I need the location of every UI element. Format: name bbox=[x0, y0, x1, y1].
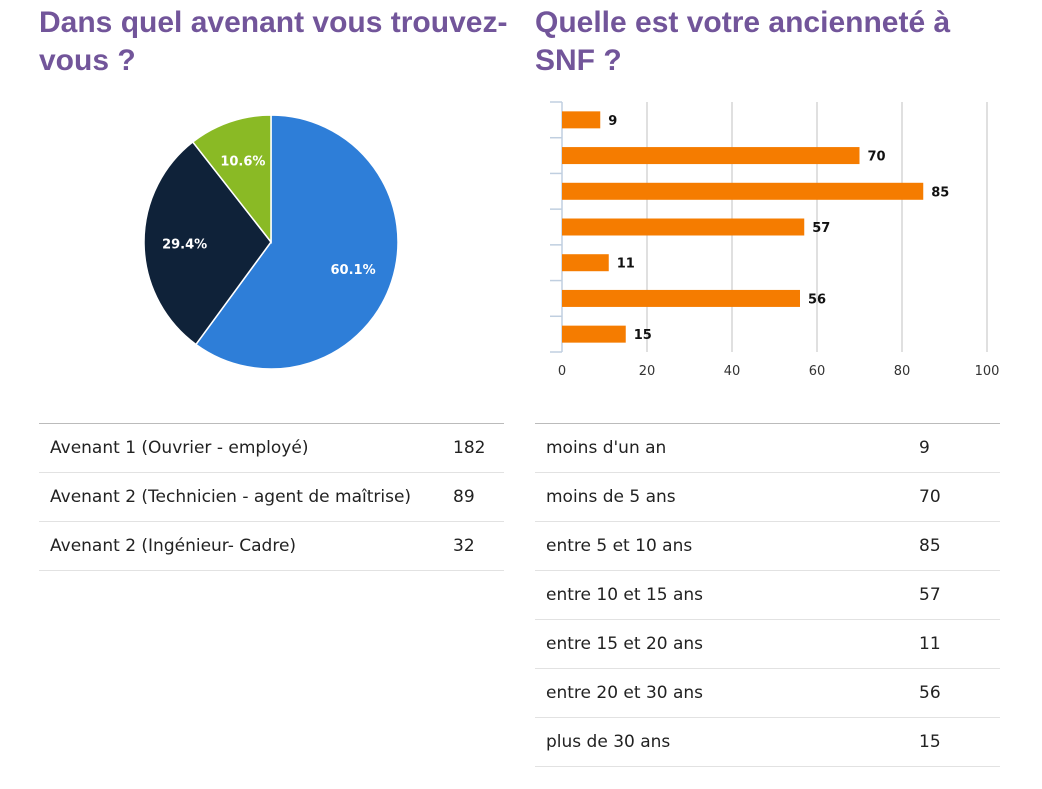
bar-value-label: 57 bbox=[812, 221, 830, 236]
bar bbox=[562, 147, 860, 165]
bar-value-label: 56 bbox=[808, 292, 826, 307]
table-row: Avenant 2 (Technicien - agent de maîtris… bbox=[39, 472, 504, 522]
avenant-table: Avenant 1 (Ouvrier - employé) 182 Avenant … bbox=[39, 423, 504, 571]
cell-label: Avenant 1 (Ouvrier - employé) bbox=[39, 423, 442, 473]
pie-slice-label: 60.1% bbox=[331, 263, 376, 278]
cell-value: 70 bbox=[908, 472, 1000, 522]
cell-value: 85 bbox=[908, 521, 1000, 571]
cell-label: plus de 30 ans bbox=[535, 717, 908, 767]
x-tick-label: 20 bbox=[639, 364, 656, 379]
x-tick-label: 0 bbox=[558, 364, 566, 379]
table-row: Avenant 2 (Ingénieur- Cadre) 32 bbox=[39, 521, 504, 571]
table-row: entre 5 et 10 ans 85 bbox=[535, 521, 1000, 571]
pie-slice-label: 29.4% bbox=[162, 237, 207, 252]
x-tick-label: 80 bbox=[894, 364, 911, 379]
table-row: plus de 30 ans 15 bbox=[535, 717, 1000, 767]
cell-label: entre 15 et 20 ans bbox=[535, 619, 908, 669]
pie-chart-title: Dans quel avenant vous trouvez-vous ? bbox=[39, 6, 508, 77]
table-row: moins de 5 ans 70 bbox=[535, 472, 1000, 522]
cell-value: 11 bbox=[908, 619, 1000, 669]
bar-value-label: 11 bbox=[617, 257, 635, 272]
cell-label: moins de 5 ans bbox=[535, 472, 908, 522]
x-tick-label: 60 bbox=[809, 364, 826, 379]
cell-label: Avenant 2 (Ingénieur- Cadre) bbox=[39, 521, 442, 571]
cell-label: moins d'un an bbox=[535, 423, 908, 473]
pie-slice bbox=[191, 114, 272, 245]
charts-canvas: 60.1% 29.4% 10.6% 0 20 40 60 80 100 9 70 85 57 11 56 15 bbox=[143, 101, 1000, 379]
table-row: entre 10 et 15 ans 57 bbox=[535, 570, 1000, 620]
bar-value-label: 70 bbox=[868, 150, 886, 165]
cell-value: 182 bbox=[442, 423, 504, 473]
bar-value-label: 85 bbox=[931, 185, 949, 200]
bar bbox=[562, 111, 601, 129]
bar-chart-title: Quelle est votre ancienneté à SNF ? bbox=[535, 6, 951, 77]
bar bbox=[562, 325, 626, 343]
table-row: entre 20 et 30 ans 56 bbox=[535, 668, 1000, 718]
x-tick-label: 100 bbox=[975, 364, 1000, 379]
pie-slice-label: 10.6% bbox=[220, 154, 265, 169]
table-row: Avenant 1 (Ouvrier - employé) 182 bbox=[39, 423, 504, 473]
cell-value: 15 bbox=[908, 717, 1000, 767]
x-tick-label: 40 bbox=[724, 364, 741, 379]
bar bbox=[562, 254, 609, 272]
pie-slice bbox=[143, 140, 272, 346]
cell-label: Avenant 2 (Technicien - agent de maîtris… bbox=[39, 472, 442, 522]
pie-slice bbox=[194, 114, 399, 370]
cell-label: entre 10 et 15 ans bbox=[535, 570, 908, 620]
bar-value-label: 9 bbox=[608, 114, 617, 129]
bar bbox=[562, 289, 800, 307]
cell-label: entre 5 et 10 ans bbox=[535, 521, 908, 571]
anciennete-table: moins d'un an 9 moins de 5 ans 70 entre 5 et… bbox=[535, 423, 1000, 767]
bar-value-label: 15 bbox=[634, 328, 652, 343]
bar bbox=[562, 182, 924, 200]
cell-label: entre 20 et 30 ans bbox=[535, 668, 908, 718]
cell-value: 56 bbox=[908, 668, 1000, 718]
cell-value: 9 bbox=[908, 423, 1000, 473]
table-row: entre 15 et 20 ans 11 bbox=[535, 619, 1000, 669]
table-row: moins d'un an 9 bbox=[535, 423, 1000, 473]
cell-value: 32 bbox=[442, 521, 504, 571]
cell-value: 89 bbox=[442, 472, 504, 522]
cell-value: 57 bbox=[908, 570, 1000, 620]
bar bbox=[562, 218, 805, 236]
